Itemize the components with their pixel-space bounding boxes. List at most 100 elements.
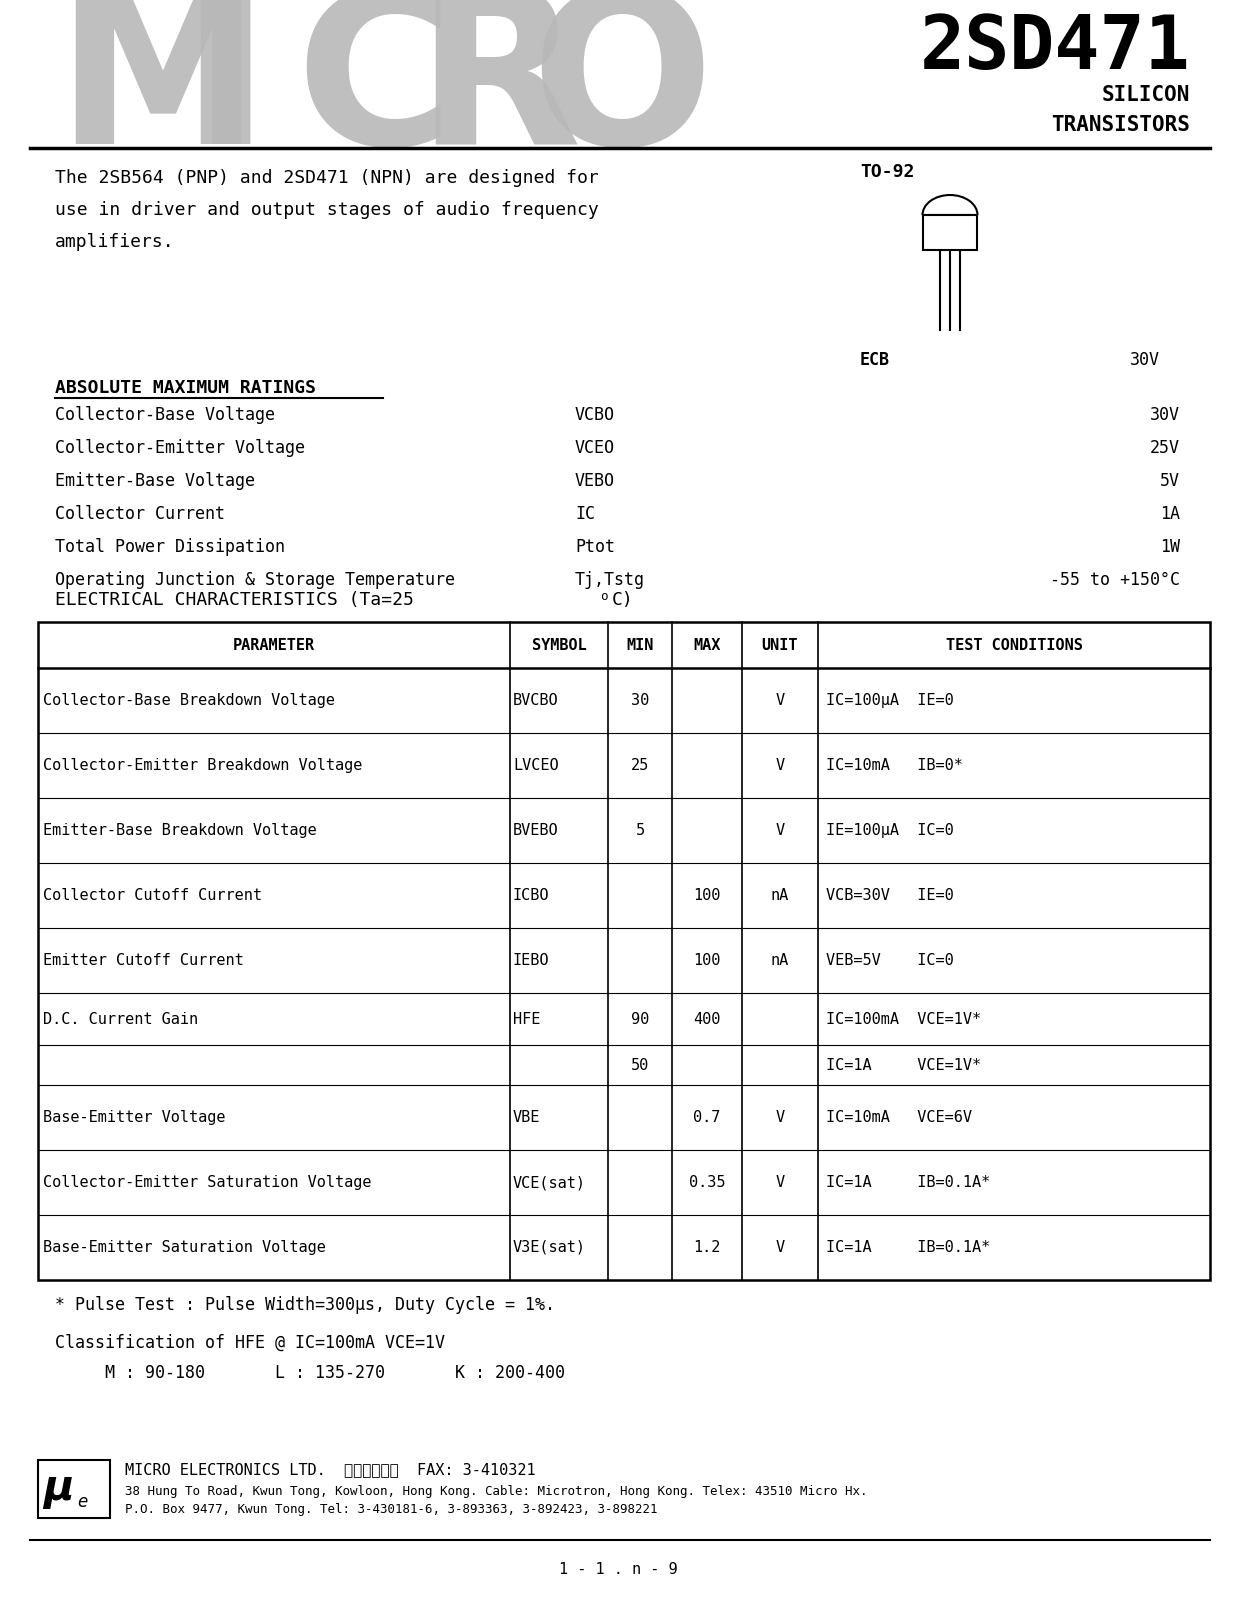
Text: TEST CONDITIONS: TEST CONDITIONS <box>945 637 1082 653</box>
Text: 90: 90 <box>631 1011 649 1027</box>
Text: VCBO: VCBO <box>575 406 615 424</box>
Text: TO-92: TO-92 <box>860 163 914 181</box>
Text: 1A: 1A <box>1160 506 1180 523</box>
Text: The 2SB564 (PNP) and 2SD471 (NPN) are designed for: The 2SB564 (PNP) and 2SD471 (NPN) are de… <box>54 170 599 187</box>
Text: V: V <box>776 758 784 773</box>
Bar <box>38 1459 110 1518</box>
Text: VCE(sat): VCE(sat) <box>513 1174 586 1190</box>
Text: Emitter-Base Voltage: Emitter-Base Voltage <box>54 472 255 490</box>
Text: IC=100μA  IE=0: IC=100μA IE=0 <box>826 693 954 707</box>
Text: 100: 100 <box>693 888 721 902</box>
Bar <box>38 622 1210 1280</box>
Text: PARAMETER: PARAMETER <box>233 637 315 653</box>
Text: Collector Cutoff Current: Collector Cutoff Current <box>43 888 262 902</box>
Text: M: M <box>54 0 270 189</box>
Text: Collector Current: Collector Current <box>54 506 225 523</box>
Bar <box>923 214 977 250</box>
Text: IC=100mA  VCE=1V*: IC=100mA VCE=1V* <box>826 1011 981 1027</box>
Text: amplifiers.: amplifiers. <box>54 234 174 251</box>
Text: Base-Emitter Saturation Voltage: Base-Emitter Saturation Voltage <box>43 1240 325 1254</box>
Text: μ: μ <box>43 1467 73 1509</box>
Text: O: O <box>529 0 713 189</box>
Text: 5V: 5V <box>1160 472 1180 490</box>
Text: LVCEO: LVCEO <box>513 758 559 773</box>
Text: ABSOLUTE MAXIMUM RATINGS: ABSOLUTE MAXIMUM RATINGS <box>54 379 315 397</box>
Text: Total Power Dissipation: Total Power Dissipation <box>54 538 285 557</box>
Text: SILICON: SILICON <box>1102 85 1190 106</box>
Text: 100: 100 <box>693 954 721 968</box>
Text: IEBO: IEBO <box>513 954 549 968</box>
Text: Emitter Cutoff Current: Emitter Cutoff Current <box>43 954 244 968</box>
Text: ELECTRICAL CHARACTERISTICS (Ta=25: ELECTRICAL CHARACTERISTICS (Ta=25 <box>54 590 414 610</box>
Text: VEBO: VEBO <box>575 472 615 490</box>
Text: Emitter-Base Breakdown Voltage: Emitter-Base Breakdown Voltage <box>43 822 317 838</box>
Text: IC=1A     IB=0.1A*: IC=1A IB=0.1A* <box>826 1240 991 1254</box>
Text: Collector-Emitter Voltage: Collector-Emitter Voltage <box>54 438 306 458</box>
Text: nA: nA <box>771 888 789 902</box>
Text: 400: 400 <box>693 1011 721 1027</box>
Text: 25: 25 <box>631 758 649 773</box>
Text: MICRO ELECTRONICS LTD.  美科有限公司  FAX: 3-410321: MICRO ELECTRONICS LTD. 美科有限公司 FAX: 3-410… <box>125 1462 536 1477</box>
Text: o: o <box>600 589 607 603</box>
Text: Operating Junction & Storage Temperature: Operating Junction & Storage Temperature <box>54 571 455 589</box>
Text: 1W: 1W <box>1160 538 1180 557</box>
Text: MIN: MIN <box>626 637 653 653</box>
Text: V: V <box>776 822 784 838</box>
Text: 38 Hung To Road, Kwun Tong, Kowloon, Hong Kong. Cable: Microtron, Hong Kong. Tel: 38 Hung To Road, Kwun Tong, Kowloon, Hon… <box>125 1485 867 1499</box>
Text: D.C. Current Gain: D.C. Current Gain <box>43 1011 198 1027</box>
Text: 50: 50 <box>631 1058 649 1072</box>
Text: ICBO: ICBO <box>513 888 549 902</box>
Text: HFE: HFE <box>513 1011 541 1027</box>
Text: 2SD471: 2SD471 <box>919 11 1190 85</box>
Text: M : 90-180       L : 135-270       K : 200-400: M : 90-180 L : 135-270 K : 200-400 <box>54 1363 565 1382</box>
Text: BVEBO: BVEBO <box>513 822 559 838</box>
Text: 0.7: 0.7 <box>693 1110 721 1125</box>
Text: * Pulse Test : Pulse Width=300μs, Duty Cycle = 1%.: * Pulse Test : Pulse Width=300μs, Duty C… <box>54 1296 555 1314</box>
Text: -55 to +150°C: -55 to +150°C <box>1050 571 1180 589</box>
Text: nA: nA <box>771 954 789 968</box>
Text: ECB: ECB <box>860 350 889 370</box>
Text: 30V: 30V <box>1150 406 1180 424</box>
Text: 1.2: 1.2 <box>693 1240 721 1254</box>
Text: R: R <box>414 0 580 189</box>
Text: VEB=5V    IC=0: VEB=5V IC=0 <box>826 954 954 968</box>
Text: 5: 5 <box>636 822 644 838</box>
Text: SYMBOL: SYMBOL <box>532 637 586 653</box>
Text: C: C <box>294 0 453 189</box>
Text: IE=100μA  IC=0: IE=100μA IC=0 <box>826 822 954 838</box>
Text: e: e <box>77 1493 87 1510</box>
Text: IC=1A     VCE=1V*: IC=1A VCE=1V* <box>826 1058 981 1072</box>
Text: 25V: 25V <box>1150 438 1180 458</box>
Text: P.O. Box 9477, Kwun Tong. Tel: 3-430181-6, 3-893363, 3-892423, 3-898221: P.O. Box 9477, Kwun Tong. Tel: 3-430181-… <box>125 1504 658 1517</box>
Text: V: V <box>776 1110 784 1125</box>
Text: 30: 30 <box>631 693 649 707</box>
Text: IC=1A     IB=0.1A*: IC=1A IB=0.1A* <box>826 1174 991 1190</box>
Text: TRANSISTORS: TRANSISTORS <box>1051 115 1190 134</box>
Text: IC: IC <box>575 506 595 523</box>
Text: Collector-Emitter Saturation Voltage: Collector-Emitter Saturation Voltage <box>43 1174 371 1190</box>
Text: UNIT: UNIT <box>762 637 798 653</box>
Text: Tj,Tstg: Tj,Tstg <box>575 571 644 589</box>
Text: Base-Emitter Voltage: Base-Emitter Voltage <box>43 1110 225 1125</box>
Text: V: V <box>776 1240 784 1254</box>
Text: Collector-Base Voltage: Collector-Base Voltage <box>54 406 275 424</box>
Text: VBE: VBE <box>513 1110 541 1125</box>
Text: 1 - 1 . n - 9: 1 - 1 . n - 9 <box>559 1563 678 1578</box>
Text: Ptot: Ptot <box>575 538 615 557</box>
Text: MAX: MAX <box>693 637 721 653</box>
Text: V: V <box>776 1174 784 1190</box>
Text: IC=10mA   VCE=6V: IC=10mA VCE=6V <box>826 1110 972 1125</box>
Text: Classification of HFE @ IC=100mA VCE=1V: Classification of HFE @ IC=100mA VCE=1V <box>54 1334 445 1352</box>
Text: 0.35: 0.35 <box>689 1174 725 1190</box>
Text: use in driver and output stages of audio frequency: use in driver and output stages of audio… <box>54 202 599 219</box>
Text: Collector-Emitter Breakdown Voltage: Collector-Emitter Breakdown Voltage <box>43 758 362 773</box>
Text: I: I <box>181 0 260 189</box>
Text: Collector-Base Breakdown Voltage: Collector-Base Breakdown Voltage <box>43 693 335 707</box>
Text: V: V <box>776 693 784 707</box>
Text: BVCBO: BVCBO <box>513 693 559 707</box>
Text: VCEO: VCEO <box>575 438 615 458</box>
Text: IC=10mA   IB=0*: IC=10mA IB=0* <box>826 758 962 773</box>
Text: C): C) <box>612 590 633 610</box>
Text: 30V: 30V <box>1131 350 1160 370</box>
Text: V3E(sat): V3E(sat) <box>513 1240 586 1254</box>
